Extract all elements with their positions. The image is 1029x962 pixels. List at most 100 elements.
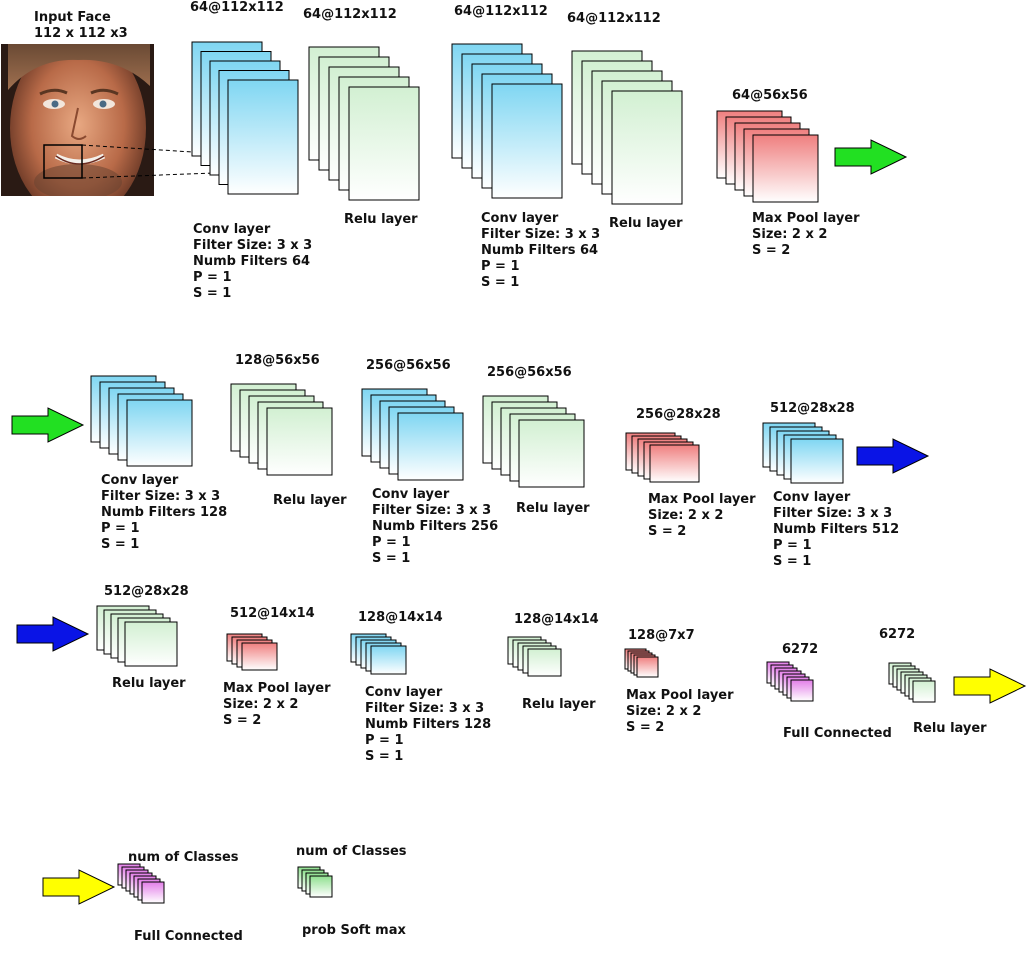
softmax-feature-map-stack <box>297 866 333 898</box>
layer-parameter: Numb Filters 128 <box>365 717 492 732</box>
layer-name: Conv layer <box>372 487 450 502</box>
layer-parameter: S = 1 <box>101 537 140 552</box>
layer-dimensions: 512@28x28 <box>770 401 855 416</box>
flow-arrow-yellow-in <box>42 869 116 905</box>
conv-feature-map-stack <box>451 43 563 199</box>
input-size: 112 x 112 x3 <box>34 26 128 41</box>
layer-parameter: S = 2 <box>223 713 262 728</box>
feature-map <box>126 399 193 467</box>
layer-dimensions: 128@14x14 <box>514 612 599 627</box>
flow-arrow-blue-in <box>16 616 90 652</box>
pool-feature-map-stack <box>625 432 700 483</box>
layer-dimensions: 128@56x56 <box>235 353 320 368</box>
layer-parameter: P = 1 <box>481 259 520 274</box>
relu-feature-map-stack <box>888 662 936 703</box>
layer-name: Full Connected <box>783 726 892 741</box>
layer-dimensions: 64@112x112 <box>190 0 284 15</box>
layer-parameter: Size: 2 x 2 <box>648 508 724 523</box>
layer-parameter: Numb Filters 64 <box>481 243 599 258</box>
layer-name: Relu layer <box>913 721 987 736</box>
layer-parameter: Filter Size: 3 x 3 <box>773 506 893 521</box>
layer-dimensions: 6272 <box>782 642 819 657</box>
layer-parameter: Numb Filters 256 <box>372 519 499 534</box>
layer-parameter: P = 1 <box>365 733 404 748</box>
feature-map <box>649 444 700 483</box>
layer-parameter: S = 2 <box>626 720 665 735</box>
layer-name: Max Pool layer <box>752 211 860 226</box>
feature-map <box>636 656 659 678</box>
layer-name: Conv layer <box>365 685 443 700</box>
feature-map <box>518 419 585 488</box>
layer-parameter: S = 1 <box>481 275 520 290</box>
feature-map <box>227 79 299 195</box>
feature-map <box>752 134 819 203</box>
layer-dimensions: 256@56x56 <box>487 365 572 380</box>
layer-name: Relu layer <box>273 493 347 508</box>
layer-name: Max Pool layer <box>648 492 756 507</box>
relu-feature-map-stack <box>96 605 178 667</box>
feature-map <box>348 86 420 201</box>
feature-map <box>309 875 333 898</box>
layer-dimensions: 256@56x56 <box>366 358 451 373</box>
layer-parameter: P = 1 <box>372 535 411 550</box>
flow-arrow-green-out <box>834 139 908 175</box>
layer-dimensions: 512@28x28 <box>104 584 189 599</box>
conv-feature-map-stack <box>762 422 844 484</box>
pool-feature-map-stack <box>716 110 819 203</box>
layer-name: Relu layer <box>609 216 683 231</box>
feature-map <box>124 621 178 667</box>
feature-map <box>611 90 683 205</box>
conv-feature-map-stack <box>350 633 407 675</box>
layer-name: Full Connected <box>134 929 243 944</box>
layer-dimensions: num of Classes <box>296 844 407 859</box>
layer-parameter: Size: 2 x 2 <box>223 697 299 712</box>
feature-map <box>790 679 814 702</box>
fc-feature-map-stack <box>117 863 165 904</box>
conv-feature-map-stack <box>361 388 464 481</box>
layer-name: Relu layer <box>522 697 596 712</box>
input-face-image <box>1 44 154 196</box>
fc-feature-map-stack <box>766 661 814 702</box>
flow-arrow-blue-out <box>856 438 930 474</box>
layer-name: Conv layer <box>481 211 559 226</box>
layer-name: Relu layer <box>516 501 590 516</box>
feature-map <box>397 412 464 481</box>
receptive-field-indicator <box>43 144 241 179</box>
layer-parameter: Filter Size: 3 x 3 <box>372 503 492 518</box>
layer-name: Conv layer <box>773 490 851 505</box>
layer-parameter: P = 1 <box>193 270 232 285</box>
layer-dimensions: num of Classes <box>128 850 239 865</box>
flow-arrow-yellow-out <box>953 668 1027 704</box>
relu-feature-map-stack <box>230 383 333 476</box>
feature-map <box>790 438 844 484</box>
layer-parameter: Filter Size: 3 x 3 <box>365 701 485 716</box>
layer-parameter: P = 1 <box>101 521 140 536</box>
layer-dimensions: 64@112x112 <box>303 7 397 22</box>
layer-name: Max Pool layer <box>626 688 734 703</box>
layer-name: Max Pool layer <box>223 681 331 696</box>
layer-dimensions: 512@14x14 <box>230 606 315 621</box>
layer-dimensions: 256@28x28 <box>636 407 721 422</box>
layer-parameter: Filter Size: 3 x 3 <box>193 238 313 253</box>
layer-parameter: Numb Filters 512 <box>773 522 900 537</box>
relu-feature-map-stack <box>308 46 420 201</box>
conv-feature-map-stack <box>90 375 193 467</box>
layer-parameter: Filter Size: 3 x 3 <box>481 227 601 242</box>
layer-parameter: S = 2 <box>648 524 687 539</box>
feature-map <box>491 83 563 199</box>
pool-feature-map-stack <box>624 648 659 678</box>
feature-map <box>912 680 936 703</box>
layer-dimensions: 64@112x112 <box>454 4 548 19</box>
layer-name: Conv layer <box>101 473 179 488</box>
layer-parameter: S = 1 <box>372 551 411 566</box>
feature-map <box>266 407 333 476</box>
layer-parameter: P = 1 <box>773 538 812 553</box>
layer-dimensions: 128@14x14 <box>358 610 443 625</box>
relu-feature-map-stack <box>507 636 562 677</box>
feature-map <box>370 645 407 675</box>
layer-parameter: S = 2 <box>752 243 791 258</box>
flow-arrow-green-in <box>11 407 85 443</box>
feature-map <box>141 881 165 904</box>
feature-map <box>241 642 278 671</box>
